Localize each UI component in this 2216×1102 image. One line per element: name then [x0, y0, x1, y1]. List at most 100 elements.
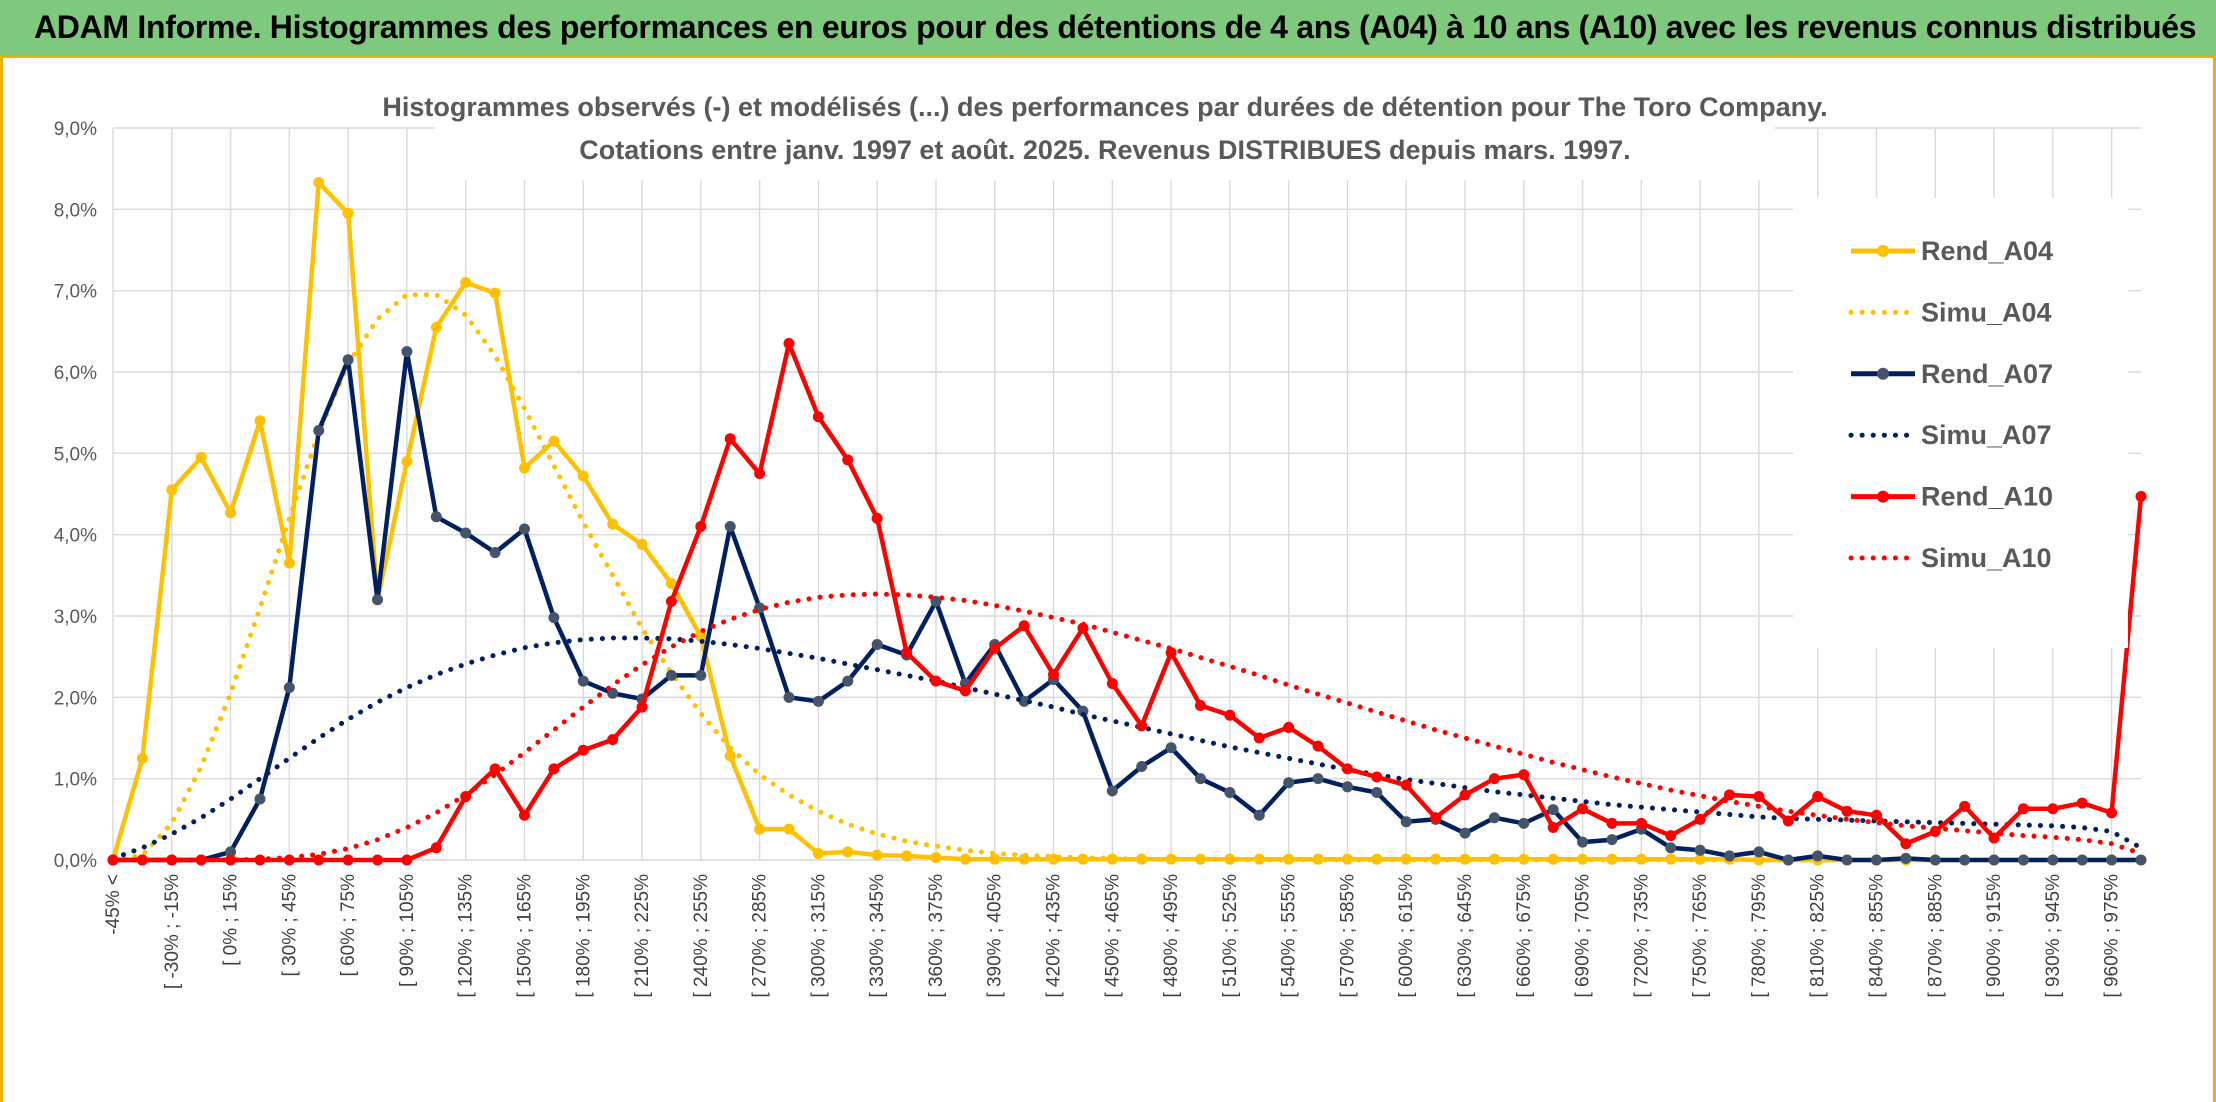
point-rend-a04	[607, 518, 619, 530]
point-rend-a07	[812, 695, 824, 707]
point-rend-a10	[724, 433, 736, 445]
point-rend-a10	[313, 854, 325, 866]
point-rend-a04	[225, 507, 237, 519]
point-rend-a10	[783, 338, 795, 350]
x-tick-label: [ 870% ; 885%	[1925, 874, 1946, 998]
point-rend-a04	[1224, 853, 1236, 865]
x-tick-label: [ 510% ; 525%	[1220, 874, 1241, 998]
point-rend-a04	[724, 750, 736, 762]
point-rend-a10	[1841, 805, 1853, 817]
point-rend-a07	[313, 425, 325, 437]
x-tick-label: [ 30% ; 45%	[279, 874, 300, 977]
point-rend-a10	[1635, 817, 1647, 829]
point-rend-a10	[989, 643, 1001, 655]
point-rend-a10	[1577, 803, 1589, 815]
point-rend-a10	[607, 734, 619, 746]
point-rend-a07	[1224, 786, 1236, 798]
y-tick-label: 1,0%	[54, 770, 97, 791]
point-rend-a07	[1870, 854, 1882, 866]
point-rend-a04	[695, 630, 707, 642]
x-tick-label: [ 330% ; 345%	[867, 874, 888, 998]
point-rend-a07	[577, 675, 589, 687]
point-rend-a04	[871, 849, 883, 861]
point-rend-a10	[812, 411, 824, 423]
point-rend-a04	[930, 852, 942, 864]
point-rend-a10	[1870, 809, 1882, 821]
point-rend-a07	[724, 521, 736, 533]
performance-histogram-chart: 0,0% 1,0% 2,0% 3,0% 4,0% 5,0% 6,0% 7,0% 8,0% 9,0%…	[54, 88, 2147, 998]
point-rend-a10	[1018, 620, 1030, 632]
point-rend-a10	[1665, 830, 1677, 842]
y-tick-label: 5,0%	[54, 444, 97, 465]
x-tick-label: -45% <	[103, 874, 124, 935]
point-rend-a04	[1459, 853, 1471, 865]
point-rend-a07	[1782, 854, 1794, 866]
point-rend-a04	[254, 415, 266, 427]
point-rend-a04	[665, 577, 677, 589]
point-rend-a07	[1988, 854, 2000, 866]
x-tick-label: [ 600% ; 615%	[1396, 874, 1417, 998]
x-tick-label: [ 0% ; 15%	[221, 874, 242, 966]
point-rend-a07	[1136, 760, 1148, 772]
point-rend-a10	[489, 763, 501, 775]
point-rend-a07	[607, 687, 619, 699]
point-rend-a10	[1547, 821, 1559, 833]
x-tick-label: [ 390% ; 405%	[985, 874, 1006, 998]
point-rend-a07	[342, 354, 354, 366]
legend-label-simu-a07: Simu_A07	[1921, 420, 2052, 450]
point-rend-a07	[665, 669, 677, 681]
series-line-rend-a10	[113, 341, 2144, 863]
x-tick-label: [ 120% ; 135%	[456, 874, 477, 998]
point-rend-a07	[930, 595, 942, 607]
chart-subtitle: Cotations entre janv. 1997 et août. 2025…	[579, 135, 1630, 165]
legend-label-simu-a04: Simu_A04	[1921, 297, 2052, 327]
point-rend-a07	[1959, 854, 1971, 866]
point-rend-a10	[1724, 789, 1736, 801]
point-rend-a10	[1459, 789, 1471, 801]
series-line-simu-a07	[110, 635, 2144, 861]
point-rend-a04	[959, 853, 971, 865]
point-rend-a10	[636, 701, 648, 713]
x-tick-label: [ 930% ; 945%	[2043, 874, 2064, 998]
point-rend-a07	[225, 846, 237, 858]
x-tick-label: [ 270% ; 285%	[750, 874, 771, 998]
point-rend-a07	[1018, 695, 1030, 707]
point-rend-a07	[1665, 842, 1677, 854]
x-tick-label: [ 60% ; 75%	[338, 874, 359, 977]
point-rend-a07	[1900, 852, 1912, 864]
x-tick-label: [ 840% ; 855%	[1866, 874, 1887, 998]
point-rend-a10	[2076, 797, 2088, 809]
point-rend-a04	[783, 823, 795, 835]
point-rend-a10	[548, 763, 560, 775]
point-rend-a10	[1959, 800, 1971, 812]
point-rend-a04	[1136, 853, 1148, 865]
point-rend-a07	[401, 346, 413, 358]
point-rend-a07	[871, 638, 883, 650]
legend-background	[1793, 198, 2128, 648]
point-rend-a07	[695, 669, 707, 681]
point-rend-a10	[342, 854, 354, 866]
point-rend-a07	[1312, 773, 1324, 785]
point-rend-a10	[1753, 791, 1765, 803]
x-tick-label: [ 450% ; 465%	[1102, 874, 1123, 998]
point-rend-a10	[2106, 807, 2118, 819]
x-tick-label: [ 540% ; 555%	[1279, 874, 1300, 998]
point-rend-a04	[166, 484, 178, 496]
point-rend-a10	[401, 854, 413, 866]
point-rend-a04	[548, 435, 560, 447]
point-rend-a04	[636, 538, 648, 550]
legend-label-simu-a10: Simu_A10	[1921, 543, 2052, 573]
point-rend-a10	[166, 854, 178, 866]
header-bar: ADAM Informe. Histogrammes des performan…	[0, 0, 2216, 58]
point-rend-a10	[2047, 803, 2059, 815]
x-tick-label: [ 240% ; 255%	[691, 874, 712, 998]
x-tick-label: [ 180% ; 195%	[573, 874, 594, 998]
point-rend-a04	[195, 451, 207, 463]
point-rend-a07	[1165, 742, 1177, 754]
point-rend-a10	[754, 468, 766, 480]
point-rend-a04	[577, 470, 589, 482]
point-rend-a07	[518, 523, 530, 535]
point-rend-a07	[372, 594, 384, 606]
point-rend-a07	[1812, 850, 1824, 862]
point-rend-a04	[754, 823, 766, 835]
